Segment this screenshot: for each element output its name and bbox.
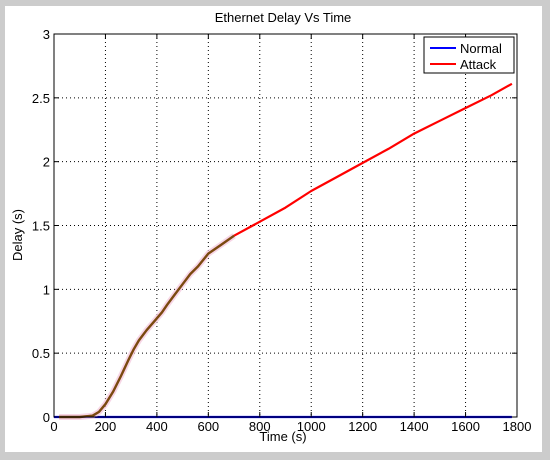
y-tick-label: 1 bbox=[43, 282, 50, 297]
x-tick-label: 1600 bbox=[451, 419, 480, 434]
x-tick-label: 1000 bbox=[297, 419, 326, 434]
x-tick-label: 1200 bbox=[348, 419, 377, 434]
tick-labels: 0 200 400 600 800 1000 1200 1400 1600 1800 0 0.5 1 1.… bbox=[32, 27, 532, 434]
x-tick-label: 600 bbox=[197, 419, 219, 434]
tick-marks bbox=[53, 33, 518, 418]
x-tick-label: 800 bbox=[249, 419, 271, 434]
legend-label-attack: Attack bbox=[460, 57, 497, 72]
y-tick-label: 0 bbox=[43, 410, 50, 425]
legend-label-normal: Normal bbox=[460, 41, 502, 56]
series-line-attack-overlap bbox=[59, 234, 235, 419]
y-axis-label: Delay (s) bbox=[10, 209, 25, 261]
figure-panel bbox=[5, 6, 542, 452]
x-tick-label: 200 bbox=[95, 419, 117, 434]
chart-title: Ethernet Delay Vs Time bbox=[215, 10, 352, 25]
y-tick-label: 0.5 bbox=[32, 346, 50, 361]
y-tick-label: 2 bbox=[43, 155, 50, 170]
x-tick-label: 1400 bbox=[400, 419, 429, 434]
x-tick-label: 1800 bbox=[503, 419, 532, 434]
x-tick-label: 0 bbox=[50, 419, 57, 434]
y-tick-label: 3 bbox=[43, 27, 50, 42]
y-tick-label: 1.5 bbox=[32, 219, 50, 234]
x-tick-label: 400 bbox=[146, 419, 168, 434]
x-axis-label: Time (s) bbox=[259, 429, 306, 444]
legend-box bbox=[423, 36, 515, 74]
y-tick-label: 2.5 bbox=[32, 91, 50, 106]
